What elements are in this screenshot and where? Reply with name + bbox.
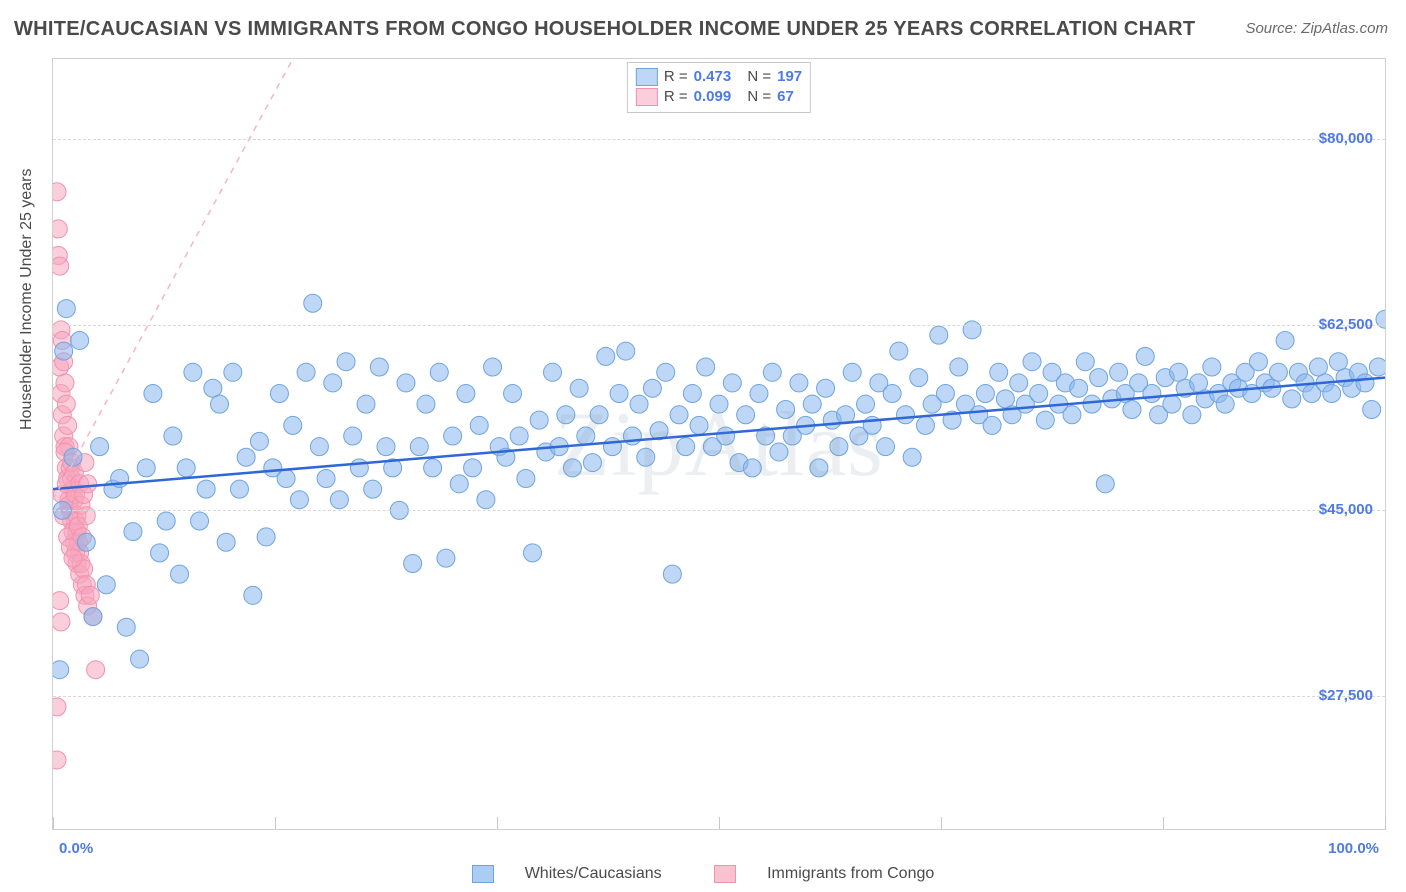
n-value-a: 197	[777, 67, 802, 87]
swatch-series-b	[636, 88, 658, 106]
y-axis-label: Householder Income Under 25 years	[18, 169, 36, 430]
plot-area: ZipAtlas $27,500$45,000$62,500$80,000 0.…	[52, 58, 1386, 830]
r-value-a: 0.473	[694, 67, 732, 87]
legend-item-a: Whites/Caucasians	[460, 865, 674, 883]
legend-item-b: Immigrants from Congo	[702, 865, 946, 883]
legend-bottom: Whites/Caucasians Immigrants from Congo	[0, 865, 1406, 888]
legend-stats-row-b: R = 0.099 N = 67	[636, 87, 802, 107]
source-attribution: Source: ZipAtlas.com	[1245, 20, 1388, 37]
scatter-plot-svg	[53, 59, 1385, 829]
swatch-series-a	[636, 68, 658, 86]
n-value-b: 67	[777, 87, 794, 107]
legend-stats-row-a: R = 0.473 N = 197	[636, 67, 802, 87]
swatch-b-icon	[714, 865, 736, 883]
x-tick-max: 100.0%	[1328, 840, 1379, 857]
legend-label-b: Immigrants from Congo	[767, 865, 934, 883]
x-tick-min: 0.0%	[59, 840, 93, 857]
legend-label-a: Whites/Caucasians	[525, 865, 662, 883]
swatch-a-icon	[472, 865, 494, 883]
chart-title: WHITE/CAUCASIAN VS IMMIGRANTS FROM CONGO…	[14, 18, 1195, 41]
r-value-b: 0.099	[694, 87, 732, 107]
legend-stats-box: R = 0.473 N = 197 R = 0.099 N = 67	[627, 62, 811, 113]
